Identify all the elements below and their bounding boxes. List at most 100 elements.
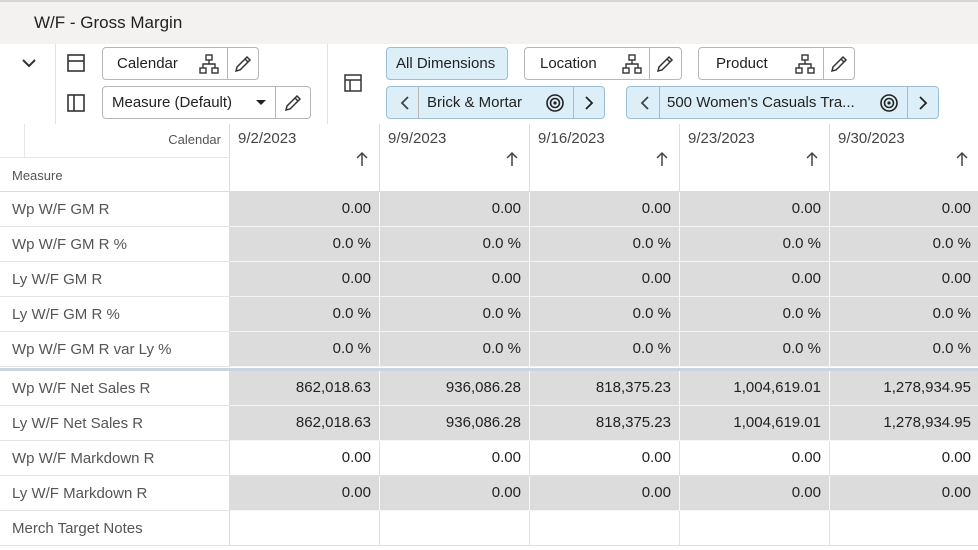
row-measure-label[interactable]: Ly W/F Net Sales R — [0, 406, 230, 441]
data-cell[interactable]: 0.00 — [830, 476, 978, 511]
data-cell[interactable]: 0.0 % — [380, 297, 530, 332]
data-cell[interactable]: 0.0 % — [530, 332, 680, 367]
column-header[interactable]: 9/23/2023 — [680, 124, 830, 192]
data-cell[interactable]: 0.00 — [380, 476, 530, 511]
data-cell[interactable]: 0.0 % — [530, 297, 680, 332]
data-cell[interactable]: 0.0 % — [680, 332, 830, 367]
data-cell[interactable] — [680, 511, 830, 546]
row-measure-label[interactable]: Wp W/F Markdown R — [0, 441, 230, 476]
row-measure-label[interactable]: Ly W/F GM R — [0, 262, 230, 297]
data-cell[interactable] — [230, 511, 380, 546]
dimension-toolbar: Calendar Measure (Default) All Dimension… — [0, 44, 978, 124]
data-cell[interactable]: 0.00 — [830, 441, 978, 476]
sort-ascending-icon[interactable] — [955, 151, 969, 167]
data-cell[interactable] — [530, 511, 680, 546]
data-cell[interactable]: 0.00 — [530, 192, 680, 227]
sort-ascending-icon[interactable] — [505, 151, 519, 167]
product-member-navigator[interactable]: 500 Women's Casuals Tra... — [626, 86, 939, 119]
chevron-down-icon[interactable] — [19, 53, 39, 73]
data-cell[interactable]: 0.0 % — [380, 227, 530, 262]
column-header[interactable]: 9/9/2023 — [380, 124, 530, 192]
data-cell[interactable]: 0.00 — [530, 476, 680, 511]
all-dimensions-button[interactable]: All Dimensions — [386, 47, 508, 80]
calendar-dimension-pill[interactable]: Calendar — [102, 47, 259, 80]
target-icon[interactable] — [545, 93, 565, 113]
data-cell[interactable]: 0.0 % — [830, 227, 978, 262]
data-cell[interactable]: 0.00 — [530, 441, 680, 476]
data-cell[interactable]: 1,278,934.95 — [830, 406, 978, 441]
edit-pencil-icon[interactable] — [233, 54, 253, 74]
data-cell[interactable]: 0.00 — [530, 262, 680, 297]
data-cell[interactable]: 0.0 % — [230, 332, 380, 367]
hierarchy-icon[interactable] — [622, 54, 642, 74]
data-cell[interactable]: 0.00 — [230, 192, 380, 227]
data-cell[interactable]: 936,086.28 — [380, 371, 530, 406]
edit-pencil-icon[interactable] — [829, 54, 849, 74]
edit-pencil-icon[interactable] — [655, 54, 675, 74]
data-cell[interactable]: 1,004,619.01 — [680, 406, 830, 441]
hierarchy-icon[interactable] — [795, 54, 815, 74]
location-member-navigator[interactable]: Brick & Mortar — [386, 86, 605, 119]
data-cell[interactable]: 862,018.63 — [230, 371, 380, 406]
data-cell[interactable]: 0.00 — [230, 476, 380, 511]
data-cell[interactable]: 0.00 — [830, 192, 978, 227]
row-measure-label[interactable]: Wp W/F GM R — [0, 192, 230, 227]
data-cell[interactable] — [380, 511, 530, 546]
data-cell[interactable]: 0.00 — [380, 192, 530, 227]
data-cell[interactable]: 0.0 % — [530, 227, 680, 262]
chevron-left-icon[interactable] — [635, 93, 655, 113]
product-dimension-pill[interactable]: Product — [698, 47, 855, 80]
data-cell[interactable]: 0.00 — [380, 262, 530, 297]
data-cell[interactable]: 0.0 % — [230, 227, 380, 262]
data-cell[interactable]: 0.0 % — [830, 297, 978, 332]
column-header[interactable]: 9/2/2023 — [230, 124, 380, 192]
table-row: Wp W/F GM R var Ly % 0.0 % 0.0 % 0.0 % 0.0 %… — [0, 332, 978, 367]
measure-dimension-pill[interactable]: Measure (Default) — [102, 86, 311, 119]
location-dimension-pill[interactable]: Location — [524, 47, 682, 80]
sort-ascending-icon[interactable] — [355, 151, 369, 167]
data-cell[interactable]: 0.0 % — [230, 297, 380, 332]
chevron-right-icon[interactable] — [913, 93, 933, 113]
chevron-left-icon[interactable] — [395, 93, 415, 113]
data-cell[interactable]: 1,278,934.95 — [830, 371, 978, 406]
row-measure-label[interactable]: Ly W/F GM R % — [0, 297, 230, 332]
data-cell[interactable]: 0.00 — [680, 441, 830, 476]
data-cell[interactable]: 818,375.23 — [530, 406, 680, 441]
measure-dimension-label: Measure (Default) — [112, 94, 233, 111]
data-cell[interactable]: 0.00 — [380, 441, 530, 476]
row-measure-label[interactable]: Ly W/F Markdown R — [0, 476, 230, 511]
pill-divider — [823, 48, 824, 79]
data-cell[interactable]: 0.0 % — [680, 227, 830, 262]
sort-ascending-icon[interactable] — [655, 151, 669, 167]
data-cell[interactable]: 1,004,619.01 — [680, 371, 830, 406]
layout-top-icon[interactable] — [66, 53, 86, 73]
data-cell[interactable]: 0.00 — [230, 262, 380, 297]
pivot-layout-icon[interactable] — [343, 73, 363, 93]
row-measure-label[interactable]: Wp W/F Net Sales R — [0, 371, 230, 406]
hierarchy-icon[interactable] — [199, 54, 219, 74]
pill-divider — [418, 87, 419, 118]
column-header[interactable]: 9/16/2023 — [530, 124, 680, 192]
caret-down-icon[interactable] — [253, 94, 269, 110]
data-cell[interactable]: 862,018.63 — [230, 406, 380, 441]
data-cell[interactable]: 818,375.23 — [530, 371, 680, 406]
data-cell[interactable]: 0.00 — [680, 192, 830, 227]
row-measure-label[interactable]: Merch Target Notes — [0, 511, 230, 546]
data-cell[interactable]: 936,086.28 — [380, 406, 530, 441]
data-cell[interactable]: 0.0 % — [380, 332, 530, 367]
data-cell[interactable]: 0.0 % — [680, 297, 830, 332]
data-cell[interactable]: 0.00 — [230, 441, 380, 476]
row-measure-label[interactable]: Wp W/F GM R var Ly % — [0, 332, 230, 367]
data-cell[interactable]: 0.0 % — [830, 332, 978, 367]
row-measure-label[interactable]: Wp W/F GM R % — [0, 227, 230, 262]
chevron-right-icon[interactable] — [579, 93, 599, 113]
target-icon[interactable] — [879, 93, 899, 113]
data-cell[interactable] — [830, 511, 978, 546]
layout-side-icon[interactable] — [66, 93, 86, 113]
sort-ascending-icon[interactable] — [805, 151, 819, 167]
data-cell[interactable]: 0.00 — [680, 262, 830, 297]
data-cell[interactable]: 0.00 — [680, 476, 830, 511]
edit-pencil-icon[interactable] — [283, 93, 303, 113]
column-header[interactable]: 9/30/2023 — [830, 124, 978, 192]
data-cell[interactable]: 0.00 — [830, 262, 978, 297]
